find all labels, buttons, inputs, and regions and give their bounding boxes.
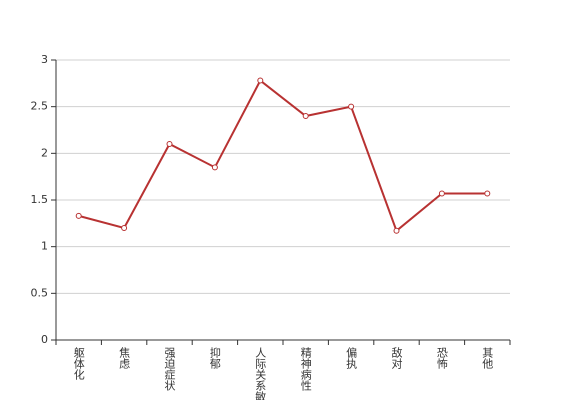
point xyxy=(257,77,264,84)
x-tick-label: 强迫症状 xyxy=(163,347,176,391)
x-tick-label: 偏执 xyxy=(345,346,358,370)
y-tick-label: 1 xyxy=(41,240,48,253)
point xyxy=(121,225,128,231)
point xyxy=(211,164,218,171)
y-tick-label: 2.5 xyxy=(31,100,49,113)
line xyxy=(78,79,488,233)
y-tick-label: 1.5 xyxy=(31,193,49,206)
x-tick-label: 恐怖 xyxy=(435,347,448,369)
x-tick-label: 敌对 xyxy=(390,346,403,369)
y-tick-label: 2 xyxy=(41,146,48,159)
y-tick-label: 3 xyxy=(41,53,48,66)
x-tick-label: 人际关系敏感 xyxy=(254,347,267,400)
x-tick-label: 精神病性 xyxy=(299,347,312,392)
point xyxy=(393,227,400,234)
point xyxy=(302,113,309,119)
x-tick-label: 焦虑 xyxy=(118,347,131,369)
y-tick-label: 0.5 xyxy=(31,286,49,299)
point xyxy=(166,141,173,147)
x-tick-label: 其他 xyxy=(481,347,494,369)
y-tick-label: 0 xyxy=(41,333,48,346)
point xyxy=(438,190,445,197)
x-tick-label: 抑郁 xyxy=(208,346,221,369)
point xyxy=(484,190,491,197)
point xyxy=(348,103,355,110)
x-tick-label: 躯体化 xyxy=(72,347,85,381)
point xyxy=(75,212,82,219)
